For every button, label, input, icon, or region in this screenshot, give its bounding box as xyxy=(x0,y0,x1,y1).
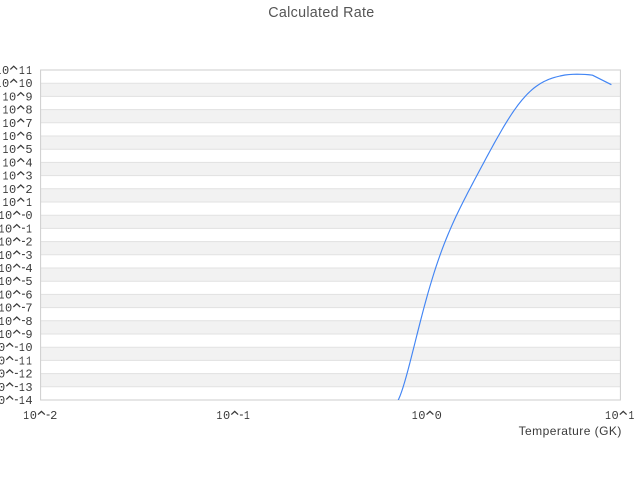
svg-text:1: 1 xyxy=(0,263,4,276)
svg-text:1: 1 xyxy=(26,65,32,78)
svg-text:0: 0 xyxy=(9,196,16,210)
svg-text:1: 1 xyxy=(605,410,611,423)
svg-text:1: 1 xyxy=(0,65,1,78)
svg-text:0: 0 xyxy=(612,409,619,423)
svg-text:1: 1 xyxy=(3,105,9,118)
svg-text:0: 0 xyxy=(5,222,12,236)
svg-text:1: 1 xyxy=(23,410,29,423)
svg-text:1: 1 xyxy=(0,290,4,303)
svg-text:1: 1 xyxy=(0,276,4,289)
svg-text:Temperature (GK): Temperature (GK) xyxy=(519,424,622,438)
svg-text:1: 1 xyxy=(26,224,32,237)
svg-text:1: 1 xyxy=(0,210,4,223)
svg-text:0: 0 xyxy=(0,354,5,368)
svg-text:1: 1 xyxy=(26,356,32,369)
svg-text:1: 1 xyxy=(19,342,25,355)
svg-text:1: 1 xyxy=(19,65,25,78)
svg-text:1: 1 xyxy=(3,171,9,184)
svg-text:1: 1 xyxy=(3,144,9,157)
svg-text:0: 0 xyxy=(223,409,230,423)
svg-text:1: 1 xyxy=(629,410,635,423)
svg-text:1: 1 xyxy=(3,158,9,171)
svg-text:0: 0 xyxy=(2,64,9,78)
svg-text:1: 1 xyxy=(412,410,418,423)
svg-text:1: 1 xyxy=(3,184,9,197)
svg-text:1: 1 xyxy=(217,410,223,423)
svg-text:1: 1 xyxy=(0,224,4,237)
svg-text:1: 1 xyxy=(0,329,4,342)
svg-text:1: 1 xyxy=(26,197,32,210)
svg-text:1: 1 xyxy=(3,92,9,105)
svg-text:1: 1 xyxy=(3,197,9,210)
svg-text:1: 1 xyxy=(3,118,9,131)
svg-text:1: 1 xyxy=(19,382,25,395)
svg-text:1: 1 xyxy=(3,131,9,144)
svg-text:1: 1 xyxy=(244,410,250,423)
svg-text:1: 1 xyxy=(0,250,4,263)
svg-text:1: 1 xyxy=(19,369,25,382)
svg-text:1: 1 xyxy=(19,356,25,369)
svg-text:1: 1 xyxy=(0,78,1,91)
svg-text:1: 1 xyxy=(0,237,4,250)
svg-text:1: 1 xyxy=(0,316,4,329)
svg-text:1: 1 xyxy=(19,78,25,91)
svg-text:1: 1 xyxy=(19,395,25,408)
svg-text:1: 1 xyxy=(0,303,4,316)
svg-text:Calculated Rate: Calculated Rate xyxy=(268,5,374,21)
